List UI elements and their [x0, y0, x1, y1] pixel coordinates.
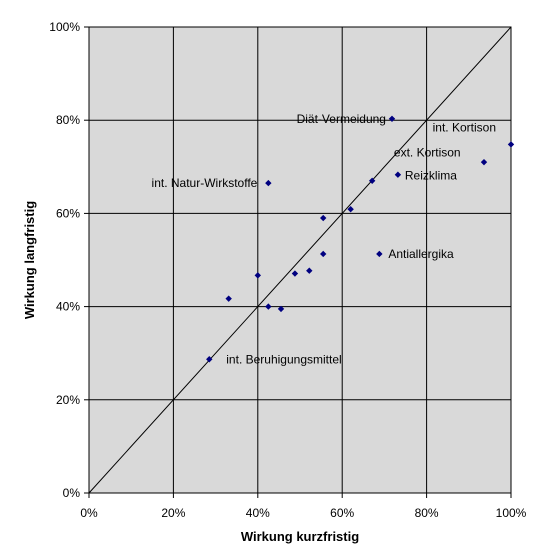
y-tick-label: 40%	[56, 300, 80, 314]
x-tick-label: 100%	[496, 506, 527, 520]
point-annotation-label: int. Natur-Wirkstoffe	[152, 176, 258, 190]
point-annotations: Diät-Vermeidung int. Kortison ext. Kortiso…	[152, 112, 496, 366]
point-annotation-label: int. Kortison	[433, 120, 496, 134]
data-point-marker	[368, 177, 376, 184]
y-tick-label: 60%	[56, 206, 80, 220]
x-tick-label: 60%	[330, 506, 354, 520]
point-annotation-label: Antiallergika	[388, 247, 454, 261]
data-point-marker	[206, 356, 213, 363]
x-tick-label: 40%	[246, 506, 270, 520]
data-points	[206, 115, 515, 363]
x-tick-label: 80%	[415, 506, 439, 520]
point-annotation-label: Diät-Vermeidung	[297, 112, 386, 126]
data-point-marker	[277, 305, 285, 313]
data-point-marker	[320, 250, 327, 258]
data-point-marker	[347, 206, 354, 213]
data-point-marker	[394, 171, 402, 178]
data-point-marker	[254, 272, 261, 279]
y-tick-label: 0%	[63, 486, 81, 500]
y-tick-label: 20%	[56, 393, 80, 407]
point-annotation-label: Reizklima	[405, 169, 457, 183]
data-point-marker	[507, 141, 515, 148]
x-tick-label: 20%	[161, 506, 185, 520]
data-point-marker	[291, 270, 299, 277]
data-point-marker	[320, 214, 327, 222]
point-annotation-label: int. Beruhigungsmittel	[226, 352, 341, 366]
data-point-marker	[376, 250, 383, 258]
data-point-marker	[225, 295, 232, 302]
x-tick-label: 0%	[80, 506, 98, 520]
data-point-marker	[480, 158, 488, 166]
x-axis-ticks: 0% 20% 40% 60% 80% 100%	[80, 493, 527, 520]
y-tick-label: 100%	[49, 20, 80, 34]
y-axis-title: Wirkung langfristig	[22, 201, 37, 319]
y-tick-label: 80%	[56, 113, 80, 127]
grid-lines	[89, 27, 511, 493]
point-annotation-label: ext. Kortison	[394, 146, 461, 160]
data-point-marker	[388, 115, 396, 123]
data-point-marker	[265, 303, 272, 310]
data-point-marker	[265, 179, 272, 187]
x-axis-title: Wirkung kurzfristig	[241, 529, 359, 544]
data-point-marker	[306, 267, 313, 274]
reference-diagonal-line	[88, 26, 512, 494]
y-axis-ticks: 0% 20% 40% 60% 80% 100%	[49, 20, 89, 500]
